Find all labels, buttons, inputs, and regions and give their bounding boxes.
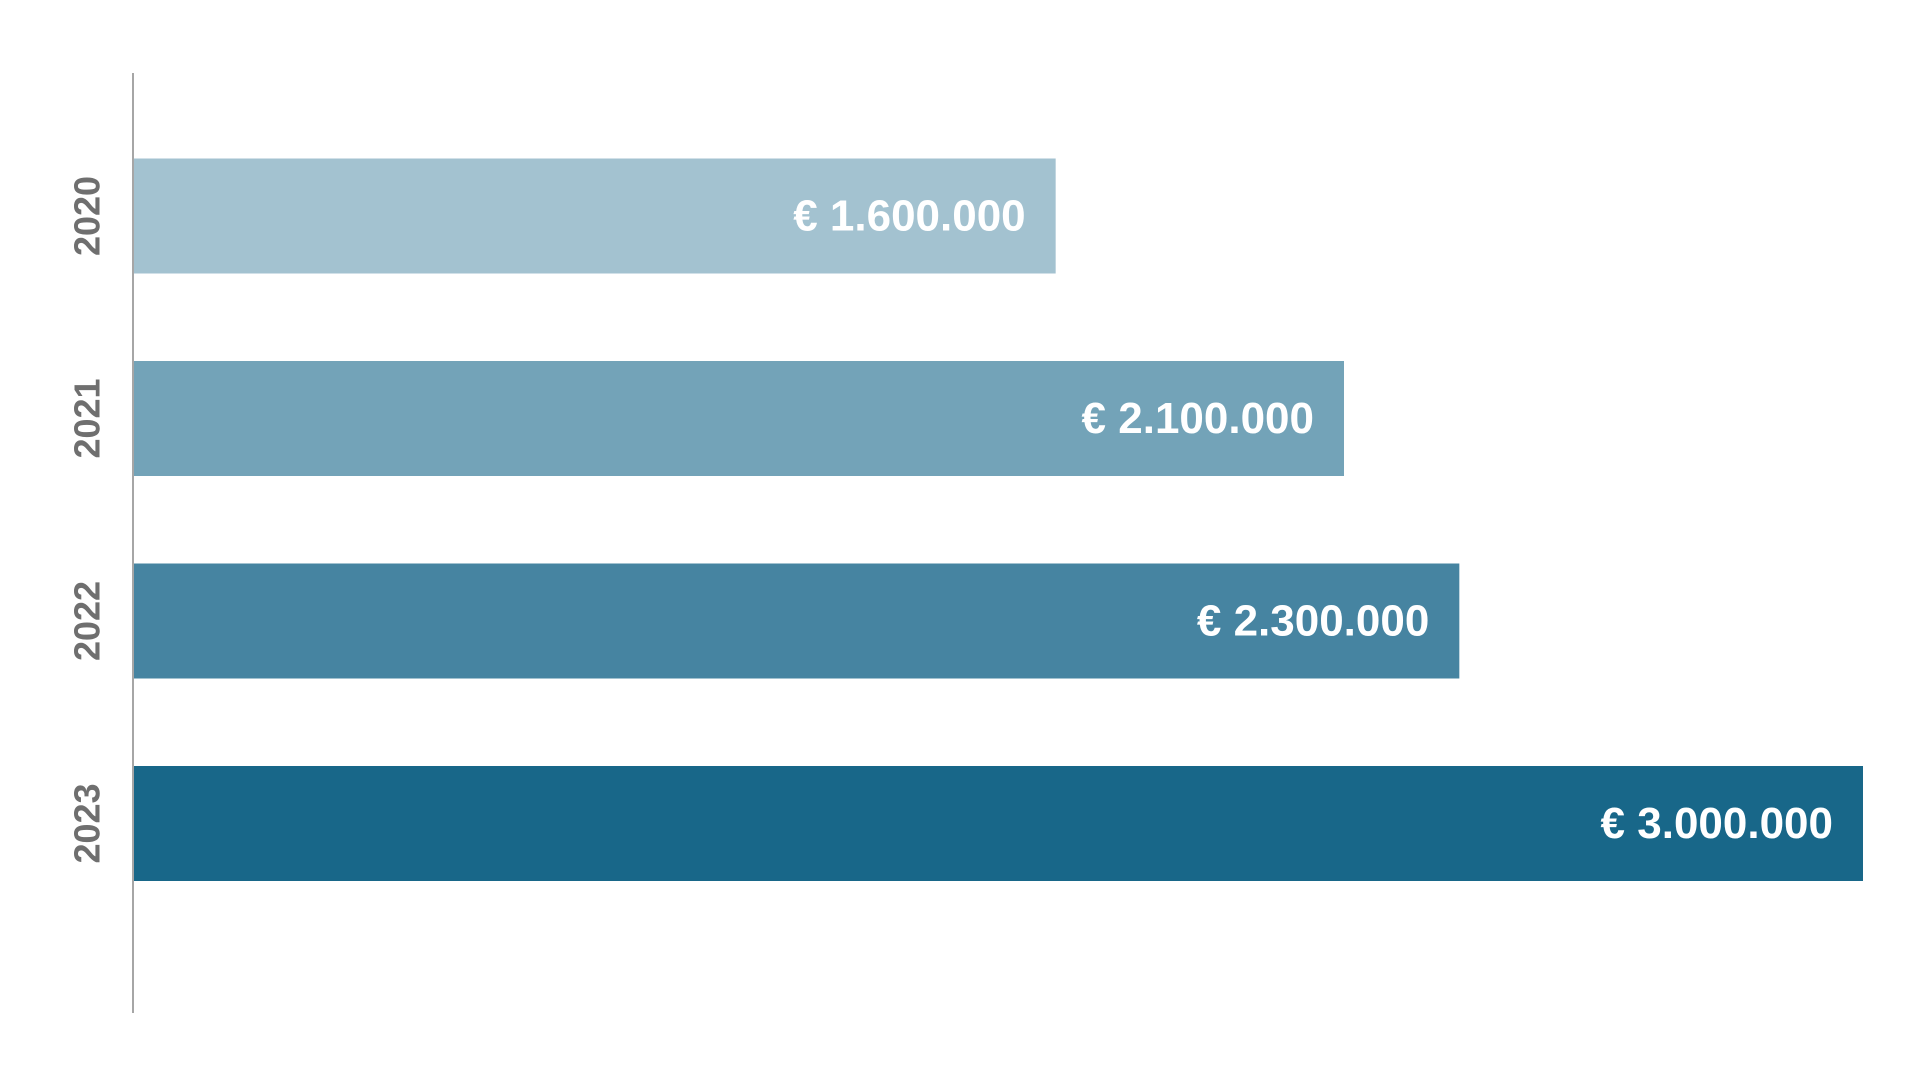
value-label-2023: € 3.000.000 bbox=[1601, 799, 1833, 848]
value-label-2020: € 1.600.000 bbox=[793, 192, 1025, 241]
category-label-2021: 2021 bbox=[67, 378, 108, 458]
category-label-2020: 2020 bbox=[67, 176, 108, 256]
category-label-2023: 2023 bbox=[67, 783, 108, 863]
category-label-2022: 2022 bbox=[67, 581, 108, 661]
bar-2021 bbox=[133, 361, 1344, 476]
bar-2022 bbox=[133, 563, 1460, 679]
bars-layer bbox=[133, 158, 1863, 881]
value-label-2022: € 2.300.000 bbox=[1197, 597, 1429, 646]
bar-2023 bbox=[133, 766, 1863, 881]
bar-2020 bbox=[133, 158, 1056, 274]
labels-layer: € 1.600.000 2020 € 2.100.000 2021 € 2.300.00… bbox=[67, 176, 1834, 864]
value-label-2021: € 2.100.000 bbox=[1082, 394, 1314, 443]
